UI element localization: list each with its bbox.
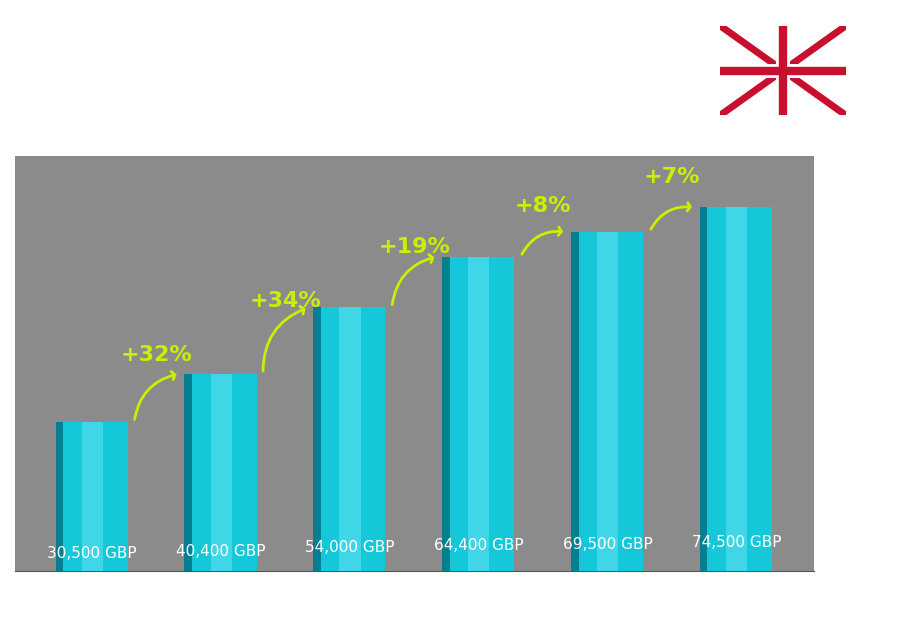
Text: 30,500 GBP: 30,500 GBP	[48, 546, 137, 562]
Bar	[444, 256, 514, 571]
Bar	[82, 422, 103, 571]
Text: +8%: +8%	[515, 196, 572, 216]
Bar	[314, 308, 385, 571]
Bar	[56, 422, 63, 571]
Bar	[701, 207, 772, 571]
Text: Salary Comparison By Experience: Salary Comparison By Experience	[23, 102, 758, 140]
Bar	[725, 207, 747, 571]
Bar	[339, 308, 361, 571]
Text: 54,000 GBP: 54,000 GBP	[305, 540, 395, 556]
Text: 74,500 GBP: 74,500 GBP	[692, 535, 781, 551]
Text: +19%: +19%	[379, 237, 450, 258]
Bar	[185, 374, 256, 571]
Bar	[597, 232, 618, 571]
Text: 69,500 GBP: 69,500 GBP	[562, 537, 652, 552]
Bar	[442, 256, 450, 571]
Bar	[184, 374, 192, 571]
Bar	[468, 256, 490, 571]
Bar	[572, 232, 644, 571]
Bar	[571, 232, 579, 571]
Text: Customer Success Specialist: Customer Success Specialist	[23, 131, 382, 155]
Text: +7%: +7%	[644, 167, 700, 187]
Bar	[211, 374, 232, 571]
Text: salaryexplorer.com: salaryexplorer.com	[364, 614, 536, 632]
Bar	[313, 308, 321, 571]
Text: +34%: +34%	[249, 292, 321, 312]
Text: 64,400 GBP: 64,400 GBP	[434, 538, 524, 553]
Bar	[700, 207, 707, 571]
Text: +32%: +32%	[121, 345, 193, 365]
Text: 40,400 GBP: 40,400 GBP	[176, 544, 266, 559]
Text: Average Yearly Salary: Average Yearly Salary	[862, 253, 875, 388]
Text: salary: salary	[389, 614, 450, 632]
Bar	[57, 422, 128, 571]
